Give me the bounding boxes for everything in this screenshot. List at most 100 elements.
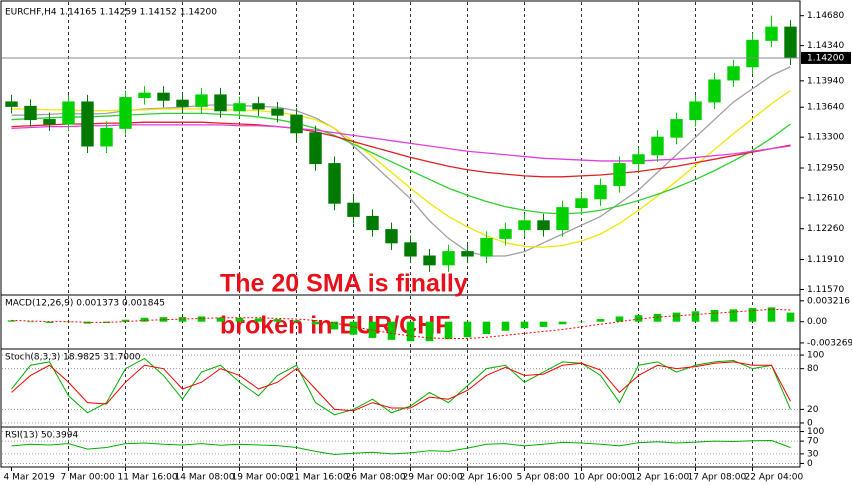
moving-average — [11, 121, 791, 178]
macd-bar — [7, 320, 16, 322]
macd-bar — [520, 321, 529, 329]
x-tick-label: 2 Apr 16:00 — [460, 473, 513, 483]
candle-body — [157, 92, 170, 101]
candle-body — [119, 97, 132, 129]
y-tick-label: 1.13300 — [807, 133, 844, 143]
signal-line — [11, 308, 791, 340]
x-tick-label: 12 Apr 16:00 — [631, 473, 690, 483]
candle-body — [43, 119, 56, 125]
candle-body — [81, 101, 94, 147]
macd-bar — [121, 319, 130, 322]
macd-bar — [235, 317, 244, 322]
candle-body — [575, 198, 588, 209]
panel-title: MACD(12,26,9) 0.001373 0.001845 — [5, 299, 165, 309]
candle-body — [366, 215, 379, 231]
indicator-line — [11, 361, 791, 412]
macd-bar — [197, 316, 206, 322]
candle-body — [746, 39, 759, 68]
y-tick-label: 80 — [807, 364, 819, 374]
candle-body — [385, 229, 398, 244]
x-tick-label: 4 Mar 2019 — [4, 473, 56, 483]
y-tick-label: 1.12950 — [807, 163, 844, 173]
x-tick-label: 21 Mar 16:00 — [289, 473, 349, 483]
candle-body — [518, 220, 531, 231]
macd-bar — [463, 321, 472, 338]
x-tick-label: 26 Mar 08:00 — [346, 473, 406, 483]
y-tick-label: 100 — [807, 351, 824, 361]
y-tick-label: 100 — [807, 427, 824, 437]
x-tick-label: 17 Apr 08:00 — [688, 473, 747, 483]
candle-body — [594, 185, 607, 200]
macd-bar — [45, 321, 54, 323]
candle-body — [176, 99, 189, 107]
macd-bar — [330, 321, 339, 330]
macd-bar — [729, 309, 738, 322]
candle-body — [138, 92, 151, 99]
y-tick-label: 1.11910 — [807, 255, 844, 265]
candle-body — [290, 114, 303, 134]
macd-bar — [254, 318, 263, 322]
candle-body — [556, 207, 569, 231]
macd-bar — [311, 321, 320, 325]
candle-body — [271, 108, 284, 116]
candle-body — [670, 119, 683, 138]
y-tick-label: 1.12260 — [807, 224, 844, 234]
macd-bar — [558, 321, 567, 325]
y-tick-label: 20 — [807, 405, 819, 415]
macd-bar — [444, 321, 453, 340]
candle-body — [404, 242, 417, 257]
candle-body — [765, 26, 778, 41]
candle-body — [214, 94, 227, 112]
macd-bar — [634, 315, 643, 322]
candle-body — [461, 251, 474, 257]
candle-body — [784, 26, 797, 59]
y-tick-label: -0.003269 — [807, 338, 852, 348]
x-tick-label: 5 Apr 08:00 — [517, 473, 570, 483]
candle-body — [233, 103, 246, 112]
x-tick-label: 10 Apr 00:00 — [574, 473, 633, 483]
x-tick-label: 29 Mar 00:00 — [403, 473, 463, 483]
current-price-box — [801, 51, 851, 64]
y-tick-label: 0 — [807, 418, 813, 428]
y-tick-label: 1.14680 — [807, 11, 844, 21]
candle-body — [5, 101, 18, 107]
macd-bar — [767, 307, 776, 322]
macd-bar — [406, 321, 415, 342]
indicator-line — [11, 439, 791, 456]
macd-bar — [292, 320, 301, 322]
candle-body — [423, 255, 436, 266]
panel-title: EURCHF,H4 1.14165 1.14259 1.14152 1.1420… — [5, 8, 217, 18]
y-tick-label: 70 — [807, 437, 819, 447]
macd-bar — [140, 317, 149, 322]
macd-bar — [501, 321, 510, 331]
macd-bar — [539, 321, 548, 327]
y-tick-label: 1.12610 — [807, 193, 844, 203]
panel-title: Stoch(8,3,3) 18.9825 31.7000 — [5, 353, 141, 363]
candle-body — [442, 251, 455, 266]
y-tick-label: 30 — [807, 449, 819, 459]
candle-body — [252, 103, 265, 110]
candle-body — [24, 105, 37, 121]
macd-bar — [26, 321, 35, 323]
macd-bar — [349, 321, 358, 335]
macd-bar — [273, 319, 282, 322]
candle-body — [708, 79, 721, 103]
macd-bar — [615, 316, 624, 322]
macd-bar — [748, 308, 757, 322]
x-tick-label: 22 Apr 04:00 — [745, 473, 804, 483]
macd-bar — [425, 321, 434, 342]
candle-body — [480, 237, 493, 257]
y-tick-label: 0.00 — [807, 317, 827, 327]
candle-body — [328, 163, 341, 204]
candle-body — [347, 202, 360, 217]
candle-body — [613, 163, 626, 187]
candle-body — [632, 154, 645, 165]
macd-bar — [102, 321, 111, 323]
y-tick-label: 1.13640 — [807, 103, 844, 113]
candle-body — [689, 101, 702, 121]
macd-bar — [577, 321, 586, 323]
y-tick-label: 0.003216 — [807, 296, 850, 306]
macd-bar — [178, 317, 187, 322]
macd-bar — [672, 312, 681, 322]
